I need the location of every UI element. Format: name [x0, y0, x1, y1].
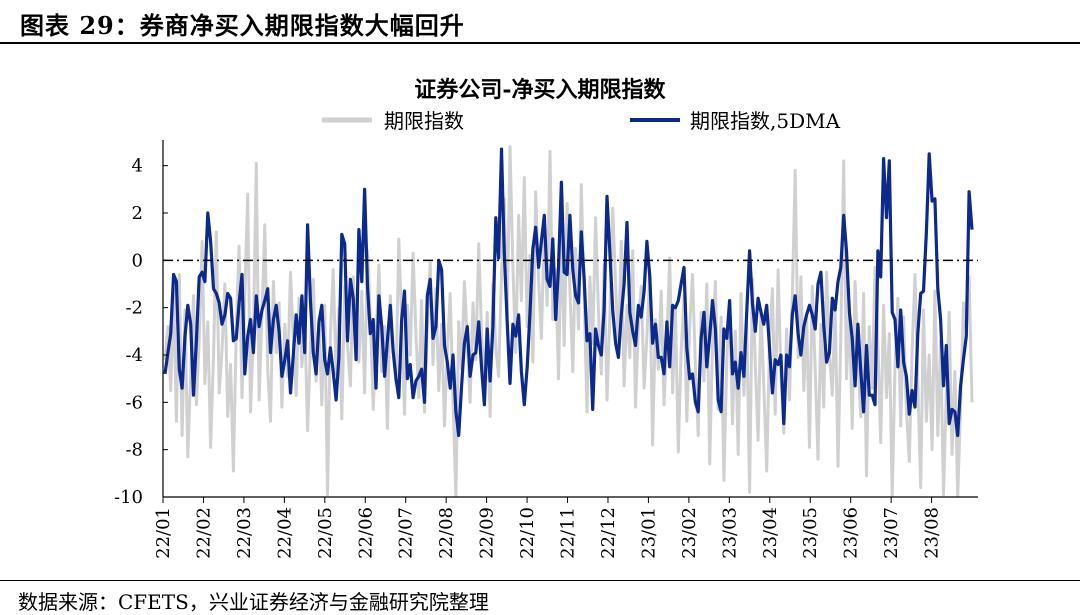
y-tick-label: -8 — [125, 440, 143, 461]
legend-label-period-index-5dma: 期限指数,5DMA — [690, 109, 841, 133]
x-tick-label: 23/03 — [719, 507, 740, 559]
x-tick-label: 23/04 — [760, 507, 781, 559]
figure-title: 图表 29：券商净买入期限指数大幅回升 — [20, 11, 465, 40]
x-tick-label: 23/01 — [638, 507, 659, 559]
legend: 期限指数 期限指数,5DMA — [322, 109, 841, 133]
x-axis: 22/01 22/02 22/03 22/04 22/05 22/06 22/07 22/08… — [153, 496, 978, 559]
y-tick-label: 2 — [132, 203, 143, 224]
x-tick-label: 22/08 — [436, 507, 457, 559]
x-tick-label: 23/02 — [679, 507, 700, 559]
y-axis: 4 2 0 -2 -4 -6 -8 -10 — [114, 140, 168, 508]
x-tick-label: 22/07 — [396, 507, 417, 559]
x-tick-label: 23/07 — [881, 507, 902, 559]
x-tick-label: 22/02 — [193, 507, 214, 559]
legend-label-period-index: 期限指数 — [384, 109, 464, 133]
bottom-rule — [0, 580, 1080, 581]
x-tick-label: 22/10 — [517, 507, 538, 559]
line-chart: 证券公司-净买入期限指数 期限指数 期限指数,5DMA 4 2 0 -2 -4 -6 -8 -… — [114, 77, 978, 559]
x-tick-label: 23/05 — [800, 507, 821, 559]
y-tick-label: 0 — [132, 250, 143, 271]
y-tick-label: -6 — [125, 392, 143, 413]
x-tick-label: 22/11 — [558, 507, 579, 559]
chart-title: 证券公司-净买入期限指数 — [414, 77, 666, 103]
x-tick-label: 22/04 — [274, 507, 295, 559]
plot-area — [163, 145, 978, 497]
x-tick-label: 22/06 — [355, 507, 376, 559]
y-tick-label: -4 — [125, 345, 143, 366]
x-tick-label: 22/09 — [477, 507, 498, 559]
top-rule — [0, 42, 1080, 44]
x-tick-label: 22/01 — [153, 507, 174, 559]
x-tick-label: 22/05 — [315, 507, 336, 559]
x-tick-label: 23/06 — [841, 507, 862, 559]
y-tick-label: -2 — [125, 298, 143, 319]
x-tick-label: 22/03 — [234, 507, 255, 559]
source-note: 数据来源：CFETS，兴业证券经济与金融研究院整理 — [18, 590, 489, 614]
y-tick-label: -10 — [114, 487, 143, 508]
x-tick-label: 22/12 — [598, 507, 619, 559]
x-tick-label: 23/08 — [922, 507, 943, 559]
y-tick-label: 4 — [132, 156, 143, 177]
series-line-period-index-5dma — [163, 147, 974, 438]
